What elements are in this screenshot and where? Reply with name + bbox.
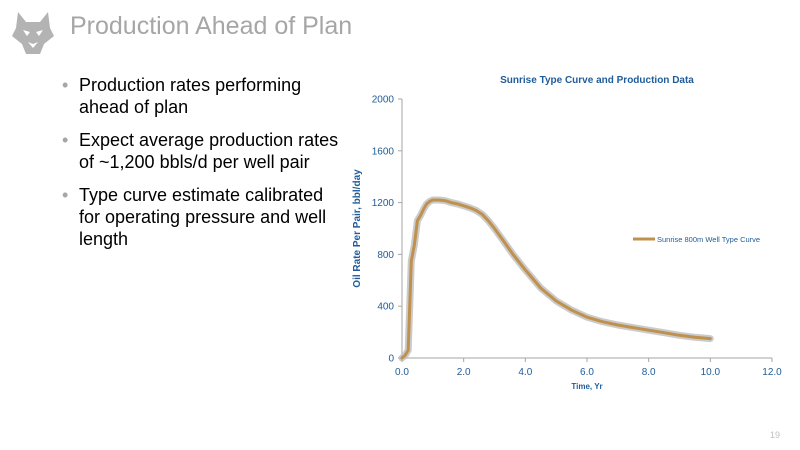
bullet-item: Type curve estimate calibrated for opera… <box>62 184 342 250</box>
x-tick-label: 6.0 <box>580 367 594 378</box>
y-tick-label: 1600 <box>372 146 395 157</box>
y-tick-label: 400 <box>377 302 394 313</box>
x-tick-label: 4.0 <box>518 367 532 378</box>
bullet-item: Expect average production rates of ~1,20… <box>62 129 342 173</box>
bullet-list: Production rates performing ahead of pla… <box>62 74 342 261</box>
slide-title: Production Ahead of Plan <box>70 12 353 40</box>
bullet-item: Production rates performing ahead of pla… <box>62 74 342 118</box>
legend-label: Sunrise 800m Well Type Curve <box>657 235 760 244</box>
x-tick-label: 10.0 <box>701 367 721 378</box>
x-tick-label: 2.0 <box>457 367 471 378</box>
type-curve-chart: Sunrise Type Curve and Production Data 0 4… <box>352 75 782 391</box>
series-shadow-line <box>398 196 714 362</box>
chart-title: Sunrise Type Curve and Production Data <box>500 75 694 86</box>
x-axis-label: Time, Yr <box>571 382 602 391</box>
x-tick-label: 0.0 <box>395 367 409 378</box>
y-tick-label: 1200 <box>372 198 395 209</box>
series-line-type-curve <box>400 198 712 360</box>
y-tick-label: 800 <box>377 250 394 261</box>
page-number: 19 <box>769 430 780 440</box>
y-tick-label: 0 <box>388 354 394 365</box>
y-axis-label: Oil Rate Per Pair, bbl/day <box>352 169 363 288</box>
x-tick-label: 12.0 <box>762 367 782 378</box>
x-tick-label: 8.0 <box>642 367 656 378</box>
y-tick-label: 2000 <box>372 95 395 106</box>
husky-head-icon <box>12 12 54 54</box>
